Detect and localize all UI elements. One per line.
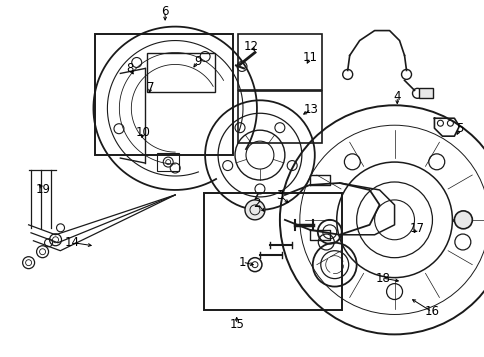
Circle shape — [454, 211, 471, 229]
Text: 11: 11 — [302, 51, 317, 64]
Text: 13: 13 — [303, 103, 318, 116]
Text: 6: 6 — [161, 5, 168, 18]
Text: 8: 8 — [126, 62, 134, 75]
Text: 10: 10 — [136, 126, 151, 139]
Text: 2: 2 — [253, 197, 260, 210]
Text: 17: 17 — [409, 222, 424, 235]
Bar — [419, 88, 433, 98]
Bar — [157, 153, 179, 171]
Text: 3: 3 — [276, 189, 283, 202]
Text: 12: 12 — [243, 40, 258, 53]
Text: 19: 19 — [36, 183, 51, 196]
Bar — [237, 91, 322, 143]
Bar — [95, 35, 232, 155]
Bar — [237, 35, 322, 90]
Text: 7: 7 — [147, 81, 154, 94]
Text: 5: 5 — [455, 122, 463, 135]
Text: 18: 18 — [375, 272, 390, 285]
Text: 16: 16 — [424, 305, 439, 318]
Circle shape — [244, 200, 264, 220]
Text: 1: 1 — [238, 256, 246, 268]
Bar — [203, 193, 341, 310]
Text: 14: 14 — [65, 236, 79, 249]
Bar — [147, 53, 214, 92]
Text: 4: 4 — [393, 90, 400, 103]
Text: 15: 15 — [229, 318, 243, 331]
Text: 9: 9 — [194, 55, 201, 67]
